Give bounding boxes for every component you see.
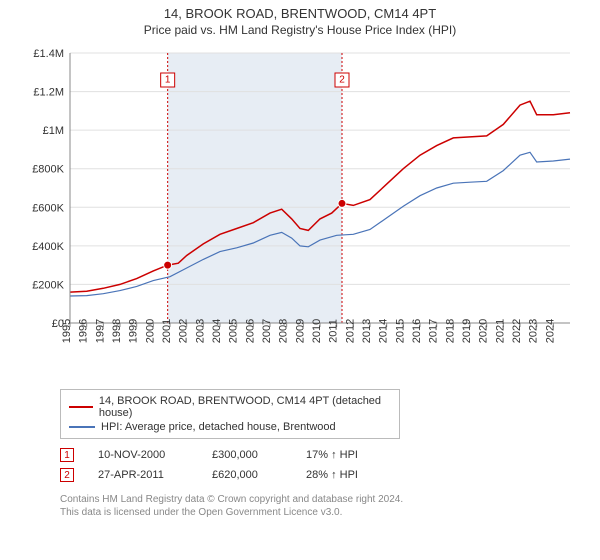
x-tick-label: 2000	[144, 319, 156, 343]
y-tick-label: £1M	[43, 125, 64, 137]
annotation-date: 27-APR-2011	[98, 469, 188, 481]
annotation-badge: 1	[60, 448, 74, 462]
legend-swatch	[69, 406, 93, 408]
x-tick-label: 2004	[211, 319, 223, 343]
chart-svg: £0£200K£400K£600K£800K£1M£1.2M£1.4M 1995…	[20, 43, 580, 383]
x-tick-label: 1998	[111, 319, 123, 343]
x-tick-label: 2007	[261, 319, 273, 343]
legend: 14, BROOK ROAD, BRENTWOOD, CM14 4PT (det…	[60, 389, 400, 439]
x-tick-label: 2006	[244, 319, 256, 343]
x-tick-label: 2014	[378, 319, 390, 343]
y-tick-label: £1.4M	[33, 48, 64, 60]
chart-container: 14, BROOK ROAD, BRENTWOOD, CM14 4PT Pric…	[0, 0, 600, 560]
x-tick-label: 2015	[394, 319, 406, 343]
annotation-price: £300,000	[212, 449, 282, 461]
footer-line-1: Contains HM Land Registry data © Crown c…	[60, 493, 566, 506]
marker-dot	[338, 199, 346, 207]
annotation-row: 2 27-APR-2011 £620,000 28% ↑ HPI	[60, 465, 566, 485]
y-tick-label: £800K	[32, 164, 64, 176]
x-tick-label: 2012	[344, 319, 356, 343]
x-tick-label: 2003	[194, 319, 206, 343]
annotation-price: £620,000	[212, 469, 282, 481]
annotation-pct: 17% ↑ HPI	[306, 449, 386, 461]
footer-line-2: This data is licensed under the Open Gov…	[60, 506, 566, 519]
x-tick-label: 2011	[328, 319, 340, 343]
highlight-band	[168, 53, 342, 323]
legend-item: 14, BROOK ROAD, BRENTWOOD, CM14 4PT (det…	[69, 394, 391, 420]
legend-label: 14, BROOK ROAD, BRENTWOOD, CM14 4PT (det…	[99, 395, 391, 419]
x-tick-label: 2001	[161, 319, 173, 343]
x-tick-label: 2017	[428, 319, 440, 343]
x-tick-label: 2024	[544, 319, 556, 343]
y-tick-label: £1.2M	[33, 87, 64, 99]
footer-attribution: Contains HM Land Registry data © Crown c…	[60, 493, 566, 519]
marker-badge-label: 1	[165, 75, 171, 86]
chart-title: 14, BROOK ROAD, BRENTWOOD, CM14 4PT	[0, 6, 600, 21]
x-tick-label: 2018	[444, 319, 456, 343]
title-block: 14, BROOK ROAD, BRENTWOOD, CM14 4PT Pric…	[0, 0, 600, 39]
legend-swatch	[69, 426, 95, 428]
x-tick-label: 2020	[478, 319, 490, 343]
annotation-badge: 2	[60, 468, 74, 482]
legend-item: HPI: Average price, detached house, Bren…	[69, 420, 391, 434]
x-tick-label: 2016	[411, 319, 423, 343]
chart-plot: £0£200K£400K£600K£800K£1M£1.2M£1.4M 1995…	[20, 43, 580, 383]
x-tick-label: 1995	[61, 319, 73, 343]
annotation-table: 1 10-NOV-2000 £300,000 17% ↑ HPI 2 27-APR-201…	[60, 445, 566, 485]
legend-label: HPI: Average price, detached house, Bren…	[101, 421, 336, 433]
x-tick-label: 1999	[128, 319, 140, 343]
annotation-date: 10-NOV-2000	[98, 449, 188, 461]
x-tick-label: 2022	[511, 319, 523, 343]
chart-subtitle: Price paid vs. HM Land Registry's House …	[0, 23, 600, 37]
x-tick-label: 2009	[294, 319, 306, 343]
x-tick-label: 2019	[461, 319, 473, 343]
x-tick-label: 2013	[361, 319, 373, 343]
x-tick-label: 2005	[228, 319, 240, 343]
y-tick-label: £400K	[32, 241, 64, 253]
y-tick-label: £600K	[32, 202, 64, 214]
x-tick-label: 1996	[78, 319, 90, 343]
x-tick-label: 1997	[94, 319, 106, 343]
x-tick-label: 2010	[311, 319, 323, 343]
y-tick-label: £200K	[32, 279, 64, 291]
marker-dot	[164, 261, 172, 269]
annotation-pct: 28% ↑ HPI	[306, 469, 386, 481]
x-tick-label: 2021	[494, 319, 506, 343]
marker-badge-label: 2	[339, 75, 345, 86]
x-tick-label: 2002	[178, 319, 190, 343]
x-tick-label: 2008	[278, 319, 290, 343]
annotation-row: 1 10-NOV-2000 £300,000 17% ↑ HPI	[60, 445, 566, 465]
x-tick-label: 2023	[528, 319, 540, 343]
